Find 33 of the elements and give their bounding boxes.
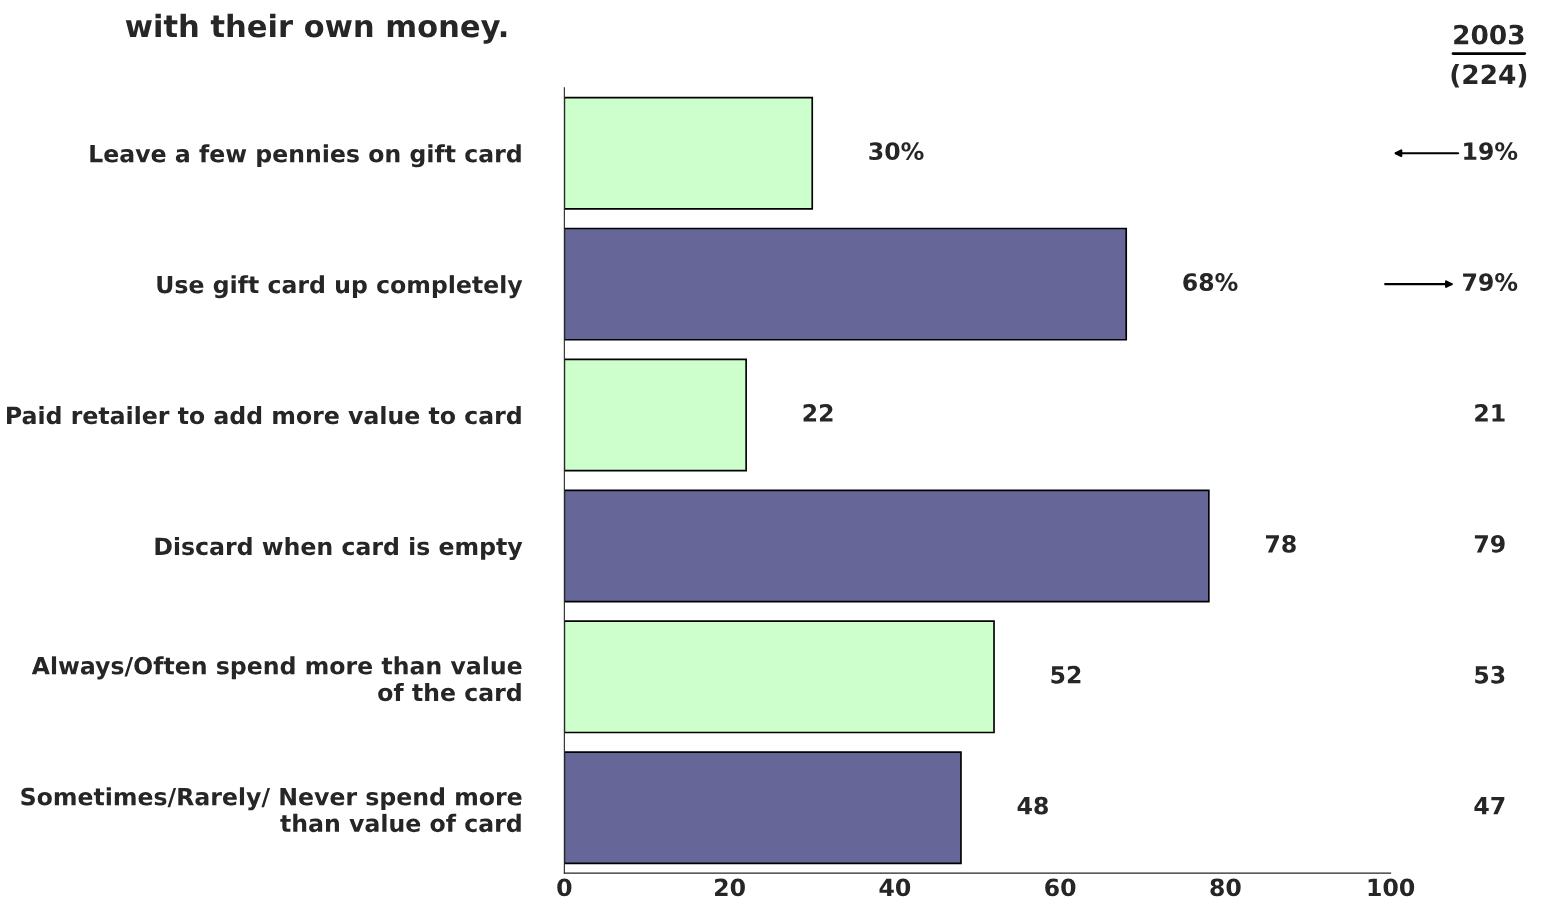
y-tick-label: Paid retailer to add more value to card	[7, 406, 521, 425]
y-tick-label: Discard when card is empty	[155, 536, 523, 560]
text: 53	[1475, 665, 1505, 684]
y-tick-label: Always/Often spend more than value of the card	[31, 656, 522, 702]
data-label: 78	[1265, 534, 1296, 553]
data-label: 52	[1051, 665, 1081, 684]
text: with their own money.	[125, 13, 507, 44]
x-tick-label: 60	[1045, 878, 1076, 897]
text: 19%	[1464, 142, 1518, 161]
text: (224)	[1451, 63, 1527, 88]
text: 79	[1474, 534, 1505, 553]
text: 2003	[1454, 24, 1524, 45]
bar	[564, 489, 1210, 603]
x-tick-label: 0	[557, 878, 572, 897]
data-label: 48	[1017, 796, 1048, 815]
bar	[564, 358, 747, 472]
data-label: 22	[803, 404, 833, 422]
data-label: 68%	[1183, 273, 1238, 291]
x-tick-label: 100	[1368, 878, 1415, 897]
y-tick-label: Leave a few pennies on gift card	[90, 144, 521, 168]
bar	[564, 620, 995, 734]
x-tick-label: 20	[715, 878, 745, 897]
bar	[564, 227, 1128, 341]
y-tick-label: Use gift card up completely	[157, 275, 523, 299]
x-tick-label: 40	[879, 878, 911, 897]
y-tick-label: Sometimes/Rarely/ Never spend more than value of card	[21, 787, 522, 833]
bar	[564, 751, 962, 865]
text: 47	[1474, 797, 1505, 815]
x-tick-label: 80	[1210, 878, 1241, 897]
bar	[564, 96, 814, 210]
data-label: 30%	[869, 142, 924, 161]
text: 79%	[1463, 273, 1518, 291]
text: 21	[1475, 404, 1505, 422]
